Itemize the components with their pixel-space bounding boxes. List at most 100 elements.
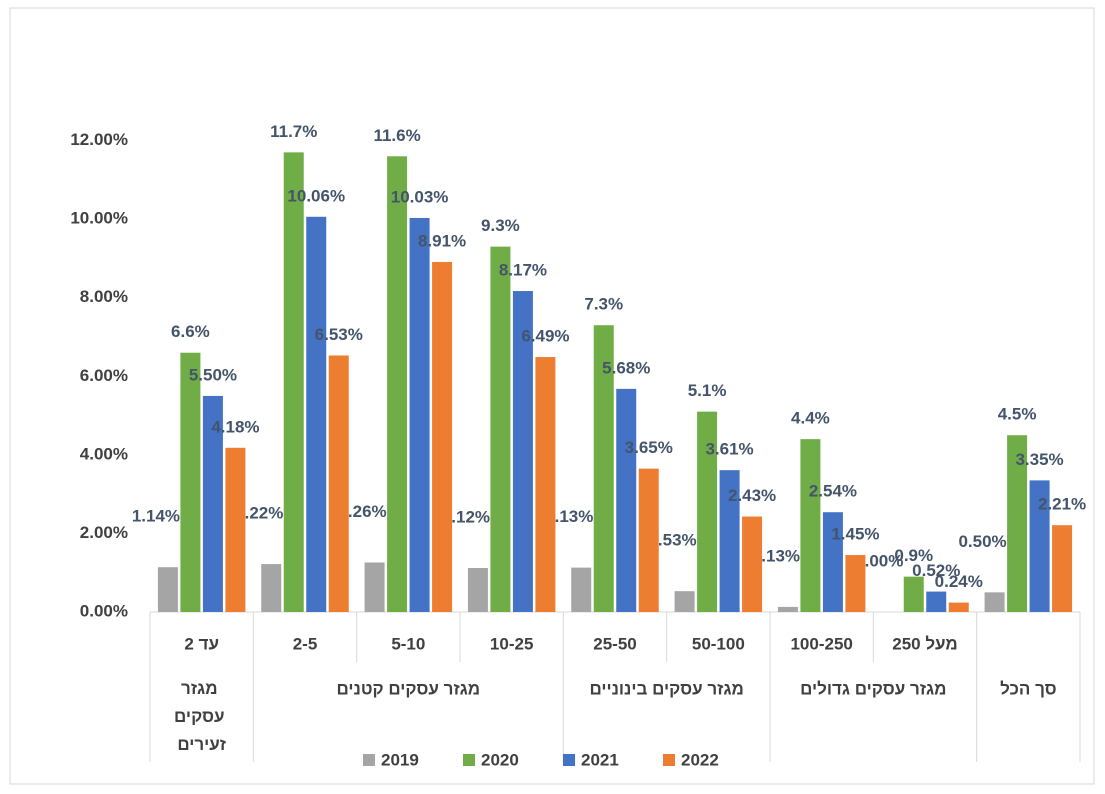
data-label: 2.54% [809, 482, 857, 501]
data-label: 3.35% [1015, 450, 1063, 469]
bar [261, 564, 282, 612]
bar [306, 216, 327, 613]
x-tick-label: מעל 250 [892, 634, 958, 653]
data-label: 5.68% [602, 358, 650, 377]
group-label: מגזר עסקים גדולים [800, 679, 946, 698]
data-label: 3.65% [625, 438, 673, 457]
y-tick-label: 2.00% [80, 523, 128, 542]
group-label: מגזר עסקים קטנים [337, 679, 481, 698]
y-tick-label: 0.00% [80, 601, 128, 620]
group-label-line: מגזר [181, 679, 222, 698]
legend-label: 2021 [581, 750, 619, 769]
legend-swatch [463, 754, 475, 766]
data-label: 3.61% [705, 440, 753, 459]
data-label: 0.24% [935, 572, 983, 591]
data-label: 2.21% [1038, 495, 1086, 514]
bar [535, 357, 556, 612]
legend-label: 2020 [481, 750, 519, 769]
bar [571, 567, 592, 612]
data-label: 0.53% [648, 531, 696, 550]
group-label-line: עסקים [174, 707, 229, 726]
data-label: 11.7% [270, 122, 317, 141]
group-label: מגזר עסקים בינוניים [589, 679, 743, 698]
y-tick-label: 8.00% [80, 287, 128, 306]
x-tick-label: 50-100 [692, 634, 745, 653]
bar [432, 261, 453, 612]
data-label: 8.91% [418, 231, 466, 250]
data-label: 10.03% [391, 187, 449, 206]
group-label-line: זעירים [177, 735, 226, 754]
bar [616, 388, 637, 612]
data-label: 2.43% [728, 486, 776, 505]
legend-swatch [663, 754, 675, 766]
bar [387, 156, 408, 613]
bar [180, 352, 201, 612]
x-tick-label: 5-10 [391, 634, 425, 653]
group-label: סך הכל [1000, 679, 1057, 698]
bar [409, 217, 430, 612]
data-label: 0.50% [958, 532, 1006, 551]
data-label: 4.5% [998, 405, 1037, 424]
y-tick-label: 4.00% [80, 444, 128, 463]
bar [283, 152, 304, 612]
data-label: 6.6% [171, 322, 210, 341]
data-label: 5.1% [688, 381, 727, 400]
data-label: 6.53% [315, 325, 363, 344]
bar [225, 447, 246, 612]
bar [822, 512, 843, 612]
data-label: 1.12% [442, 507, 490, 526]
bar [948, 602, 969, 612]
data-label: 0.9% [894, 546, 933, 565]
data-label: 8.17% [499, 261, 547, 280]
bar [697, 411, 718, 612]
data-label: 6.49% [521, 327, 569, 346]
bar [512, 291, 533, 612]
data-label: 10.06% [287, 186, 345, 205]
data-label: 1.22% [235, 504, 283, 523]
data-label: 5.50% [189, 365, 237, 384]
bar [1029, 480, 1050, 612]
data-label: 7.3% [584, 295, 623, 314]
bar [593, 325, 614, 612]
x-tick-label: עד 2 [184, 634, 219, 653]
bar [984, 592, 1005, 612]
legend-swatch [363, 754, 375, 766]
bar [1052, 525, 1073, 612]
x-tick-label: 2-5 [293, 634, 318, 653]
data-label: 1.45% [831, 525, 879, 544]
bar [328, 355, 349, 612]
y-tick-label: 6.00% [80, 366, 128, 385]
data-label: 11.6% [373, 126, 420, 145]
data-label: 1.26% [338, 502, 386, 521]
group-label: מגזר עסקים זעירים [174, 679, 229, 754]
legend-swatch [563, 754, 575, 766]
legend-label: 2022 [681, 750, 719, 769]
bar [1007, 435, 1028, 612]
bar [467, 568, 488, 612]
bar [845, 555, 866, 612]
bar [800, 439, 821, 612]
data-label: 0.13% [752, 546, 800, 565]
bar [777, 606, 798, 612]
x-tick-label: 25-50 [593, 634, 636, 653]
data-label: 0.52% [912, 561, 960, 580]
bar [638, 468, 659, 612]
x-tick-label: 100-250 [790, 634, 852, 653]
data-label: 1.13% [545, 507, 593, 526]
x-tick-label: 10-25 [490, 634, 533, 653]
bar [202, 395, 223, 612]
bar [157, 567, 178, 612]
data-label: 4.18% [211, 417, 259, 436]
bar [719, 470, 740, 612]
bar [364, 562, 385, 612]
bar [742, 516, 763, 612]
data-label: 9.3% [481, 216, 520, 235]
legend-label: 2019 [381, 750, 419, 769]
data-label: 0.00% [855, 551, 903, 570]
bar [926, 591, 947, 612]
data-label: 4.4% [791, 409, 830, 428]
data-label: 1.14% [132, 507, 180, 526]
bar [903, 576, 924, 612]
y-tick-label: 12.00% [70, 130, 128, 149]
